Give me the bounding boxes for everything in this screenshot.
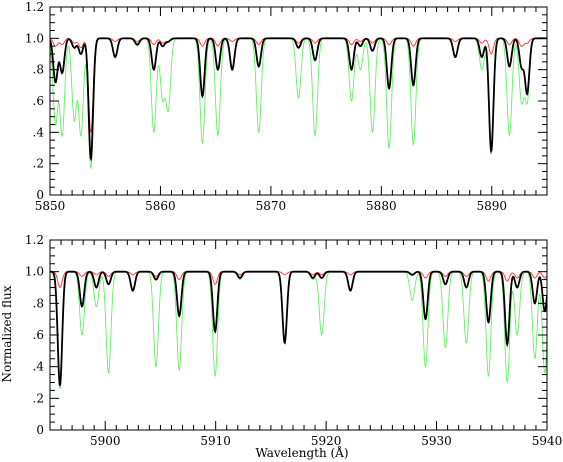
- x-tick-label: 5860: [145, 199, 176, 213]
- x-tick-label: 5900: [90, 434, 121, 448]
- y-tick-label: .4: [33, 125, 45, 139]
- x-tick-label: 5890: [477, 199, 508, 213]
- y-tick-label: 1.2: [25, 233, 44, 247]
- x-tick-label: 5940: [532, 434, 563, 448]
- y-axis-label: Normalized flux: [0, 285, 14, 382]
- x-tick-label: 5850: [35, 199, 66, 213]
- y-tick-label: .8: [33, 63, 44, 77]
- spectrum-line-black: [50, 270, 547, 386]
- y-tick-label: 0: [36, 188, 44, 202]
- x-tick-label: 5870: [256, 199, 287, 213]
- x-tick-label: 5930: [421, 434, 452, 448]
- y-tick-label: .2: [33, 157, 44, 171]
- y-tick-label: .4: [33, 360, 45, 374]
- x-tick-label: 5920: [311, 434, 342, 448]
- spectrum-line-black: [50, 37, 547, 162]
- spectrum-line-red: [50, 37, 547, 134]
- spectrum-line-green: [50, 271, 547, 389]
- x-tick-label: 5910: [200, 434, 231, 448]
- panel-top: 5850 5860 5870 5880 5890 0 .2 .4 .6 .8 1.0 1.2: [25, 0, 548, 213]
- y-tick-label: 1.0: [25, 265, 44, 279]
- spectrum-line-green: [50, 37, 547, 170]
- y-tick-label: .6: [33, 94, 44, 108]
- y-tick-label: .6: [33, 328, 44, 342]
- y-tick-label: 1.2: [25, 0, 44, 14]
- plot-frame: [49, 239, 548, 431]
- x-axis-label: Wavelength (Å): [255, 445, 348, 460]
- y-tick-label: 1.0: [25, 31, 44, 45]
- x-tick-label: 5880: [366, 199, 397, 213]
- panel-bottom: 5900 5910 5920 5930 5940 0 .2 .4 .6 .8 1.0 1.2: [25, 233, 562, 448]
- y-tick-label: .2: [33, 391, 44, 405]
- plot-frame: [49, 6, 548, 196]
- y-tick-label: 0: [36, 423, 44, 437]
- y-tick-label: .8: [33, 296, 44, 310]
